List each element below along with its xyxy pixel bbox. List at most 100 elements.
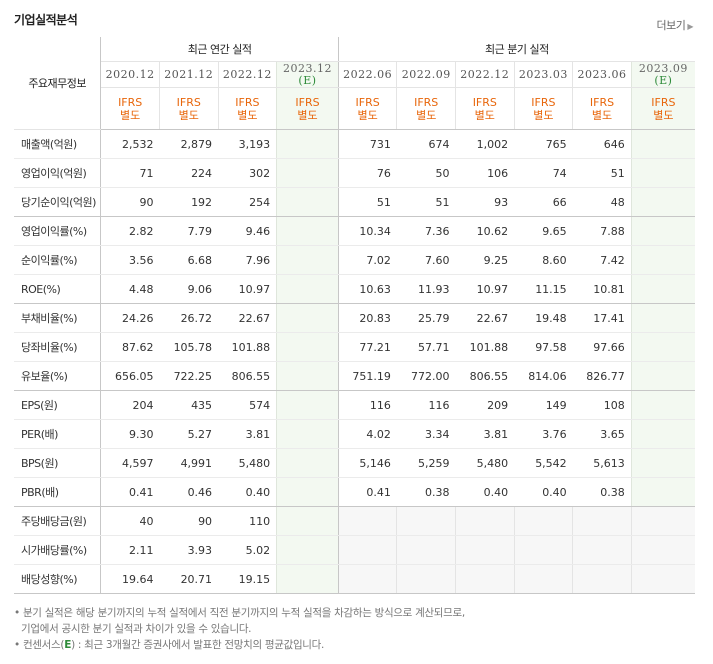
annual-cell [276,303,339,333]
quarter-cell: 5,259 [396,448,456,478]
annual-cell: 204 [100,390,160,420]
annual-cell: 20.71 [159,564,219,594]
table-row: 당좌비율(%) 87.62 105.78 101.88 77.21 57.71 101.88… [14,332,695,362]
annual-cell: 101.88 [218,332,277,362]
financial-summary-table: 주요재무정보 최근 연간 실적 최근 분기 실적 2020.12 2021.12 2… [14,37,695,594]
quarter-cell: 806.55 [455,361,515,391]
annual-cell: 5,480 [218,448,277,478]
quarter-cell: 1,002 [455,129,515,159]
quarter-cell: 0.38 [396,477,456,507]
annual-cell [276,274,339,304]
annual-cell: 24.26 [100,303,160,333]
quarter-cell: 7.02 [338,245,397,275]
annual-cell: 9.46 [218,216,277,246]
quarter-cell [337,506,397,536]
quarter-cell: 751.19 [338,361,397,391]
more-link-label: 더보기 [656,19,686,32]
quarter-cell: 106 [455,158,515,188]
table-row: ROE(%) 4.48 9.06 10.97 10.63 11.93 10.97 11.15 1… [14,274,695,304]
annual-cell: 4.48 [100,274,160,304]
quarter-cell: 76 [338,158,397,188]
annual-cell [276,129,339,159]
quarter-cell [455,506,515,536]
row-label: 순이익률(%) [14,245,102,275]
quarter-cell: 97.66 [572,332,632,362]
quarter-cell: 0.40 [514,477,573,507]
annual-cell: 656.05 [100,361,160,391]
quarter-cell: 97.58 [514,332,573,362]
quarter-cell: 11.93 [396,274,456,304]
annual-cell: 22.67 [218,303,277,333]
row-label: 당기순이익(억원) [14,187,102,217]
quarter-cell: 10.62 [455,216,515,246]
quarter-cell: 25.79 [396,303,456,333]
annual-cell: 4,991 [159,448,219,478]
quarter-cell: 646 [572,129,632,159]
footnote-2: • 컨센서스(E) : 최근 3개월간 증권사에서 발표한 전망치의 평균값입니… [14,639,325,651]
row-label: PBR(배) [14,477,102,507]
row-label: 영업이익률(%) [14,216,102,246]
table-row: PBR(배) 0.41 0.46 0.40 0.41 0.38 0.40 0.40 0.38 [14,477,695,507]
annual-ifrs-3: IFRS 별도 [276,87,339,130]
annual-cell [276,419,339,449]
annual-period-0: 2020.12 [100,61,160,88]
quarter-cell: 5,480 [455,448,515,478]
annual-cell: 7.96 [218,245,277,275]
quarter-cell: 674 [396,129,456,159]
quarter-cell [572,564,632,594]
row-label: 유보율(%) [14,361,102,391]
quarter-cell: 0.38 [572,477,632,507]
annual-cell [276,448,339,478]
quarter-cell: 731 [338,129,397,159]
annual-cell [276,361,339,391]
more-link[interactable]: 더보기 ▶ [656,17,693,33]
quarter-ifrs-2: IFRS 별도 [455,87,515,130]
annual-cell: 10.97 [218,274,277,304]
annual-cell: 806.55 [218,361,277,391]
annual-period-1: 2021.12 [158,61,219,88]
quarter-cell: 0.40 [455,477,515,507]
annual-cell: 435 [159,390,219,420]
quarter-cell: 10.63 [338,274,397,304]
footnotes: • 분기 실적은 해당 분기까지의 누적 실적에서 직전 분기까지의 누적 실적… [14,605,465,653]
annual-cell: 2,879 [159,129,219,159]
quarter-cell: 3.81 [455,419,515,449]
row-label: ROE(%) [14,274,102,304]
quarter-period-3: 2023.03 [513,61,573,88]
annual-cell: 19.64 [100,564,160,594]
row-label: PER(배) [14,419,102,449]
quarter-period-4: 2023.06 [572,61,632,88]
quarter-cell: 149 [514,390,573,420]
annual-ifrs-0: IFRS 별도 [100,87,160,130]
annual-cell [276,332,339,362]
quarter-cell: 5,146 [338,448,397,478]
quarter-cell [630,564,695,594]
annual-cell: 2.82 [100,216,160,246]
quarter-cell: 20.83 [338,303,397,333]
quarter-cell [513,535,573,565]
annual-cell [276,390,339,420]
quarter-cell: 51 [572,158,632,188]
annual-cell: 5.02 [218,535,277,565]
quarter-cell: 108 [572,390,632,420]
table-row: EPS(원) 204 435 574 116 116 209 149 108 [14,390,695,420]
annual-cell: 254 [218,187,277,217]
annual-cell: 110 [218,506,277,536]
quarter-cell: 50 [396,158,456,188]
annual-cell: 90 [159,506,219,536]
quarter-header: 최근 분기 실적 [338,37,695,62]
row-label: 영업이익(억원) [14,158,102,188]
quarter-cell [630,158,695,188]
quarter-cell: 17.41 [572,303,632,333]
annual-cell [276,216,339,246]
quarter-cell [630,245,695,275]
annual-cell: 9.30 [100,419,160,449]
annual-cell: 7.79 [159,216,219,246]
quarter-cell [572,535,632,565]
annual-cell: 574 [218,390,277,420]
annual-cell [276,158,339,188]
annual-cell [276,506,339,536]
quarter-cell [455,535,515,565]
quarter-ifrs-5: IFRS 별도 [630,87,695,130]
quarter-cell [630,535,695,565]
